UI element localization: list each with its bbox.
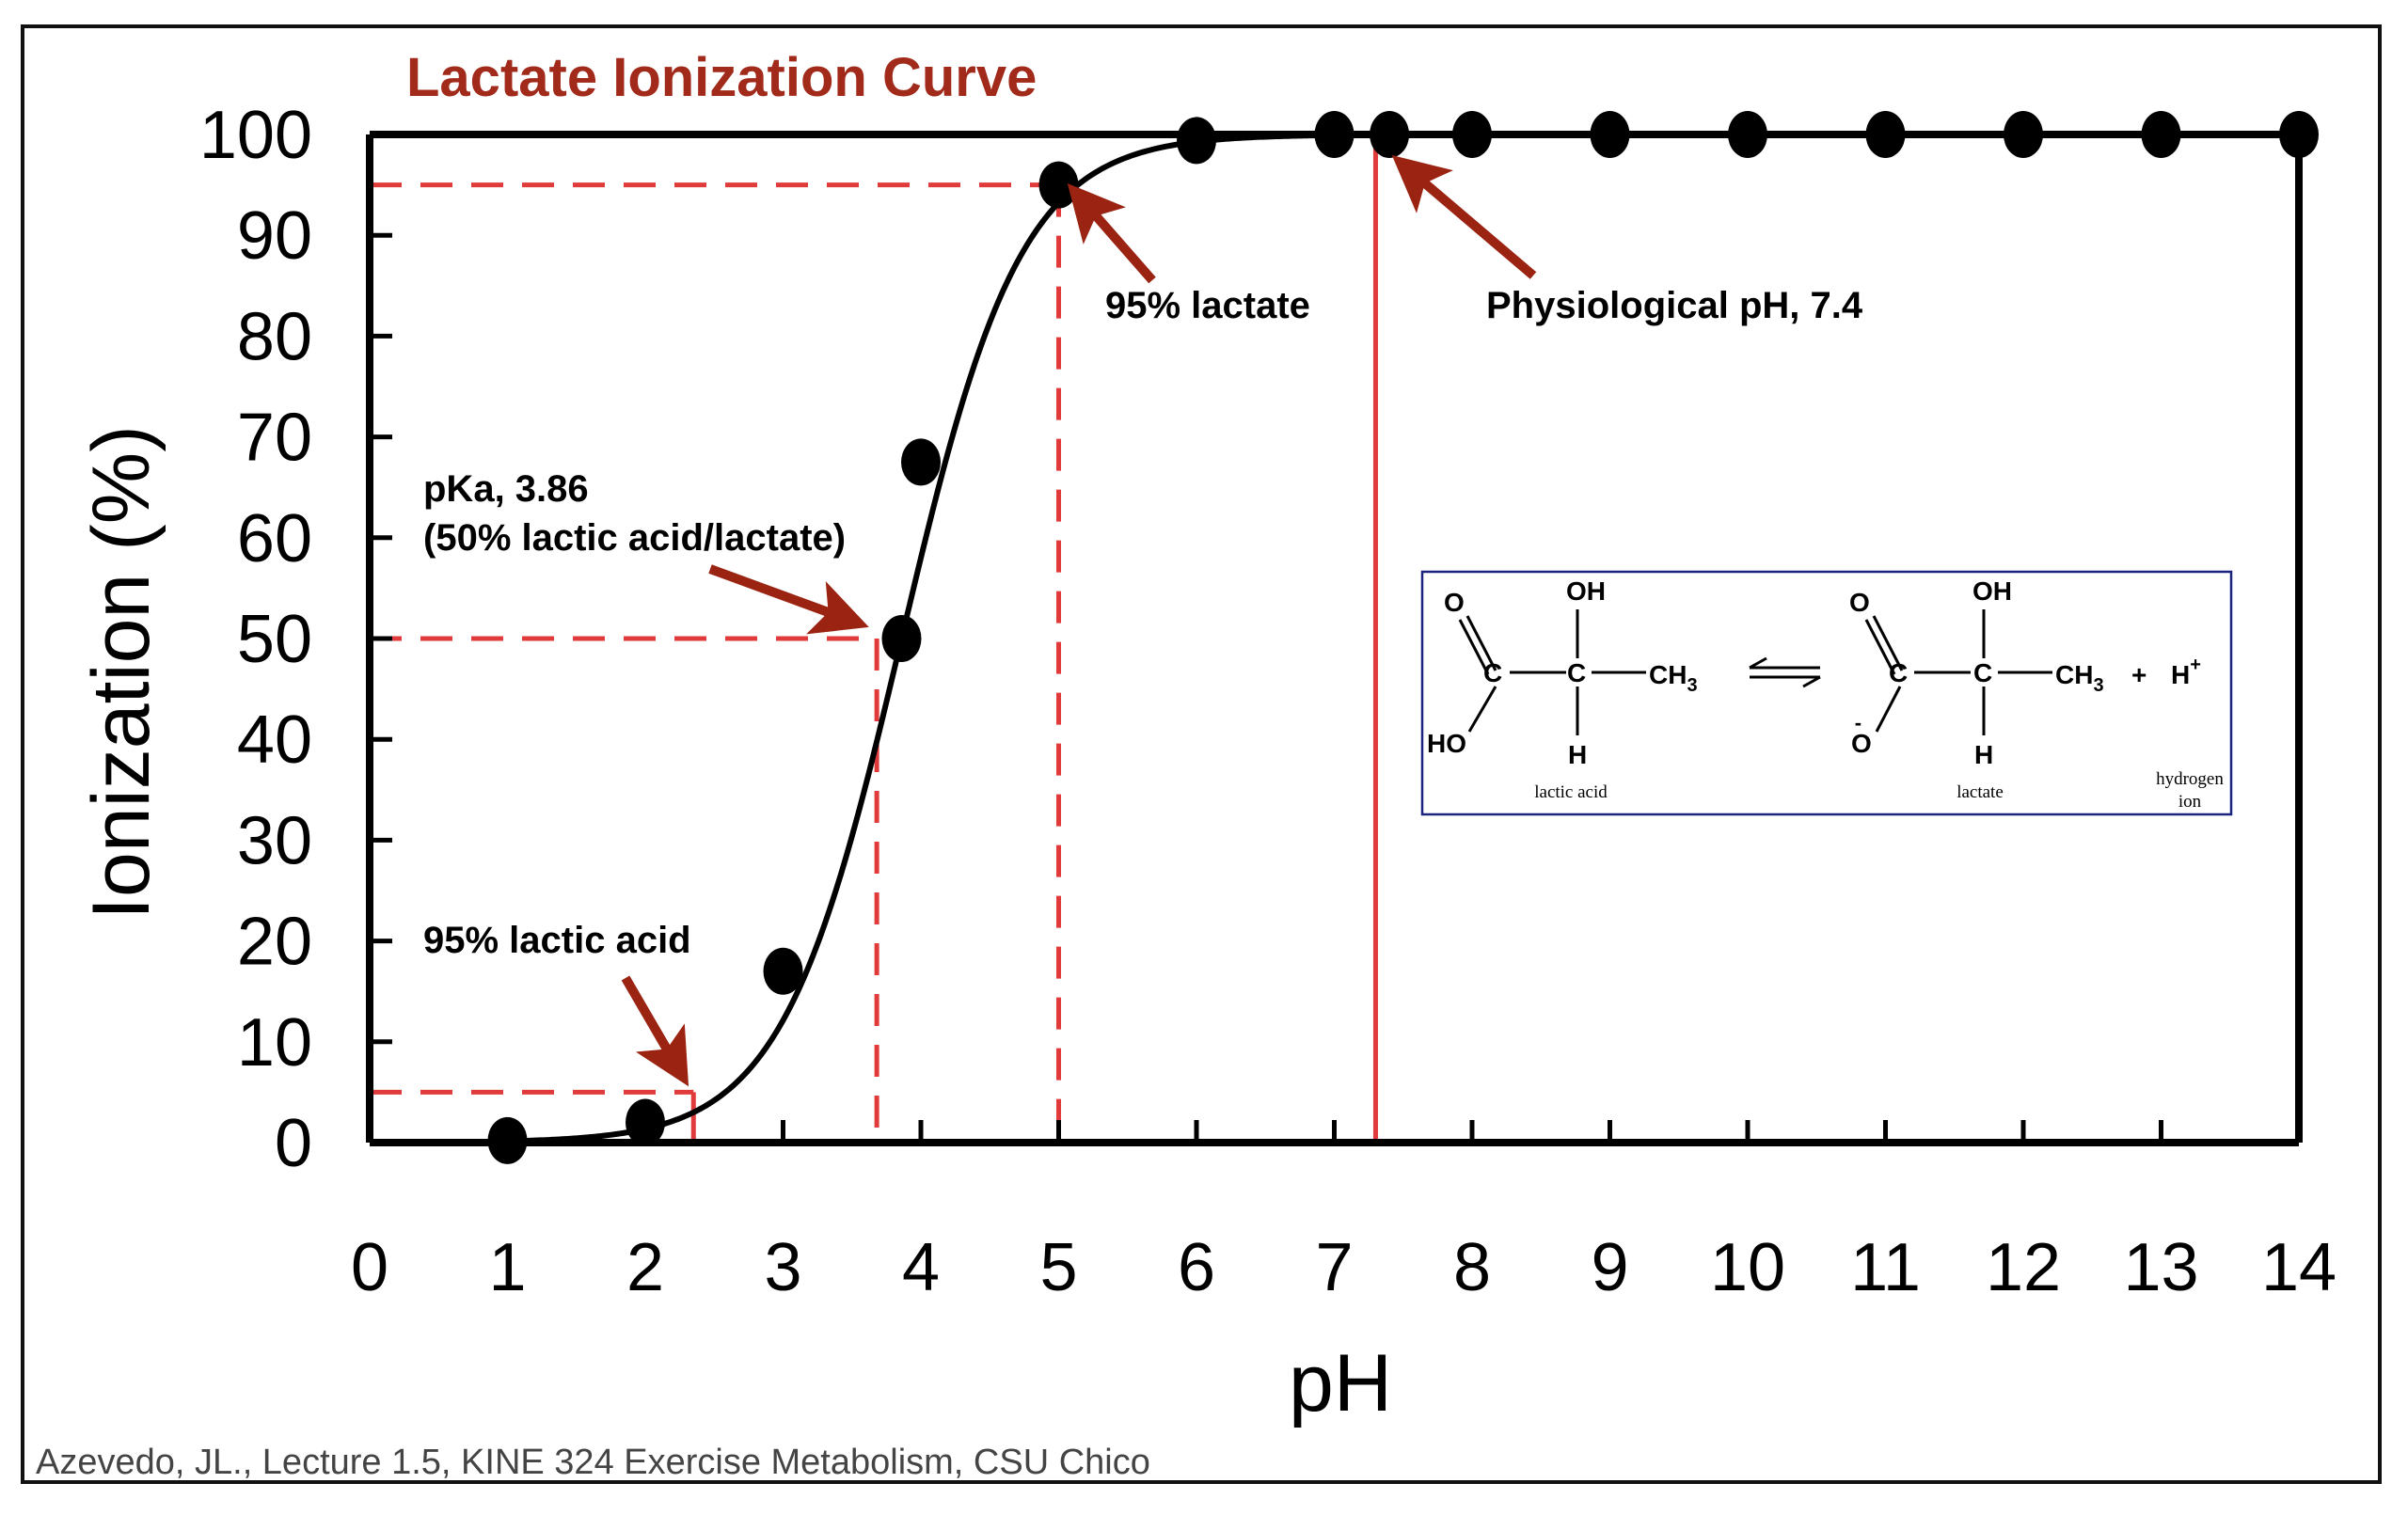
data-point (2004, 111, 2043, 158)
data-point (1038, 161, 1079, 209)
x-tick-label: 6 (1178, 1230, 1215, 1305)
y-tick-label: 90 (237, 198, 312, 274)
lactic-acid-name: lactic acid (1534, 782, 1608, 802)
data-point (1370, 111, 1410, 158)
y-tick-label: 50 (237, 602, 312, 677)
data-point (1177, 117, 1216, 165)
x-tick-label: 13 (2123, 1230, 2198, 1305)
y-tick-label: 10 (237, 1005, 312, 1081)
lactic-acid-ho: HO (1427, 729, 1466, 758)
data-point (1728, 111, 1767, 158)
x-tick-label: 2 (626, 1230, 664, 1305)
data-point (2141, 111, 2181, 158)
data-point (1865, 111, 1906, 158)
hydrogen-ion-symbol: H+ (2171, 655, 2201, 689)
annotation-pka-line2: (50% lactic acid/lactate) (423, 517, 846, 559)
lactate-oh: OH (1972, 576, 2012, 606)
x-tick-label: 8 (1453, 1230, 1491, 1305)
x-tick-label: 1 (488, 1230, 526, 1305)
lactate-name: lactate (1956, 782, 2004, 802)
lactic-acid-oh: OH (1566, 576, 1606, 606)
arrow-95-lactate (1067, 182, 1156, 284)
plus-sign: + (2131, 660, 2147, 689)
data-point (901, 438, 941, 486)
y-tick-label: 30 (237, 803, 312, 878)
arrow-pka (708, 564, 869, 635)
data-point (2279, 111, 2319, 158)
hydrogen-ion-name-line2: ion (2178, 792, 2202, 812)
lactate-o-minus: O- (1851, 711, 1872, 758)
lactate-o: O (1849, 588, 1870, 617)
lactate-c1: C (1889, 658, 1908, 687)
lactic-acid-h: H (1568, 740, 1587, 769)
y-tick-label: 80 (237, 299, 312, 374)
x-tick-label: 7 (1315, 1230, 1353, 1305)
x-tick-label: 4 (902, 1230, 940, 1305)
chart-title: Lactate Ionization Curve (406, 47, 1037, 108)
y-tick-label: 20 (237, 905, 312, 980)
lactic-acid-o: O (1444, 588, 1465, 617)
y-tick-label: 40 (237, 702, 312, 778)
lactate-ch3: CH3 (2055, 660, 2104, 696)
data-point (1590, 111, 1630, 158)
credit-text: Azevedo, JL., Lecture 1.5, KINE 324 Exer… (36, 1443, 1150, 1482)
x-tick-label: 0 (351, 1230, 388, 1305)
data-point (626, 1098, 665, 1146)
x-tick-labels: 0 1 2 3 4 5 6 7 8 9 10 11 12 13 14 (351, 1230, 2337, 1305)
x-tick-label: 5 (1039, 1230, 1077, 1305)
lactic-acid-structure (1458, 609, 2052, 735)
annotation-95-lactic-acid: 95% lactic acid (423, 920, 691, 961)
inset-border (1420, 570, 2233, 816)
annotation-95-lactate: 95% lactate (1105, 285, 1310, 326)
x-tick-label: 9 (1591, 1230, 1628, 1305)
data-point (1452, 111, 1492, 158)
hydrogen-ion-name-line1: hydrogen (2156, 769, 2224, 789)
y-tick-label: 100 (199, 98, 312, 173)
x-tick-label: 3 (764, 1230, 801, 1305)
data-points (487, 111, 2319, 1164)
data-point (1314, 111, 1354, 158)
lactate-c2: C (1973, 658, 1992, 687)
arrow-95-lactic-acid (621, 975, 689, 1087)
y-tick-label: 0 (275, 1106, 312, 1181)
y-axis-label: Ionization (%) (76, 425, 166, 920)
x-tick-label: 10 (1710, 1230, 1785, 1305)
annotation-pka-line1: pKa, 3.86 (423, 468, 589, 510)
figure-frame (21, 24, 2382, 1484)
lactate-h: H (1974, 740, 1993, 769)
arrow-physiological-ph (1391, 155, 1537, 279)
data-point (763, 947, 803, 995)
y-tick-label: 70 (237, 401, 312, 476)
lactic-acid-c1: C (1483, 658, 1502, 687)
y-tick-labels: 0 10 20 30 40 50 60 70 80 90 100 (199, 98, 312, 1181)
reference-guides (370, 134, 1378, 1143)
data-point (881, 615, 922, 662)
lactic-acid-ch3: CH3 (1649, 660, 1698, 696)
lactic-acid-c2: C (1567, 658, 1586, 687)
reaction-inset: O OH C C CH3 HO H lactic acid O OH C C C… (1420, 570, 2233, 816)
x-tick-label: 11 (1850, 1230, 1921, 1305)
y-tick-label: 60 (237, 501, 312, 576)
x-tick-label: 12 (1986, 1230, 2061, 1305)
annotation-physiological-ph: Physiological pH, 7.4 (1486, 285, 1863, 326)
x-axis-label: pH (1289, 1338, 1392, 1428)
data-point (487, 1116, 528, 1164)
annotation-arrows (621, 155, 1537, 1087)
x-tick-label: 14 (2261, 1230, 2337, 1305)
